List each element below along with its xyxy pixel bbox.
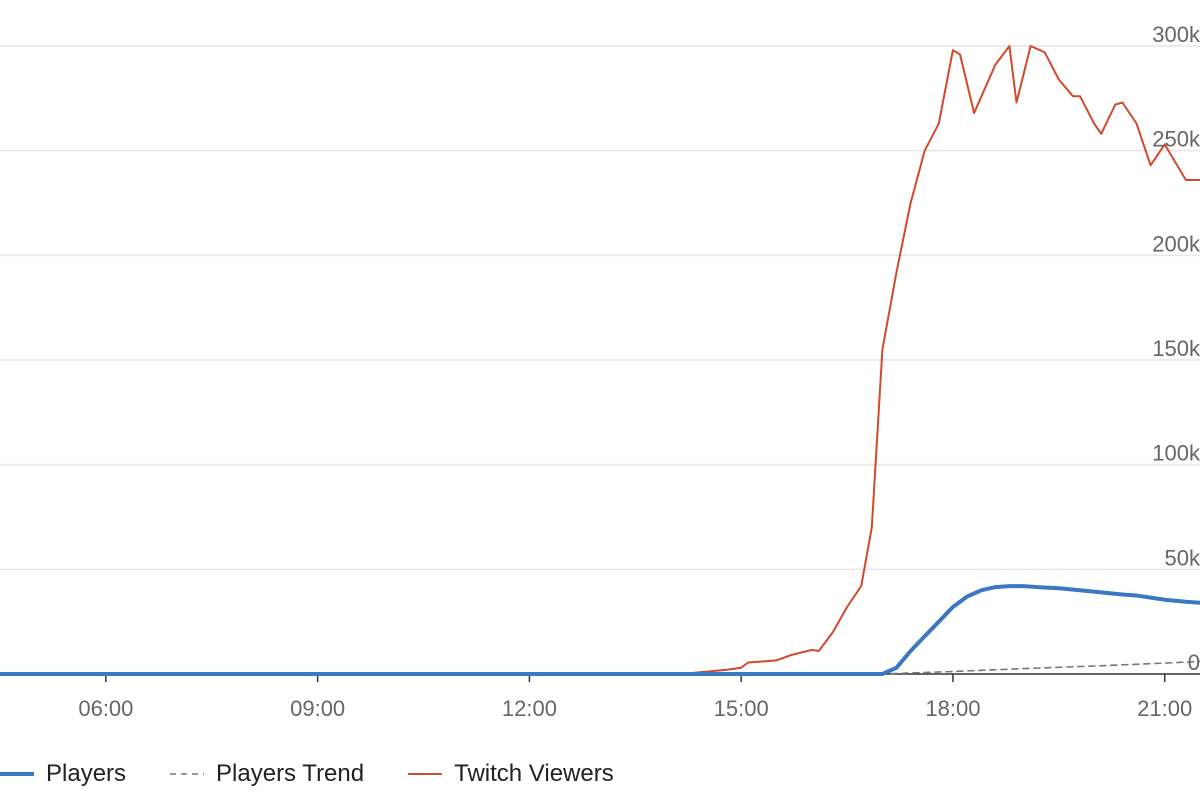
y-tick-label: 300k xyxy=(1152,22,1200,47)
y-tick-label: 50k xyxy=(1165,545,1200,570)
legend-label-players-trend: Players Trend xyxy=(216,760,365,787)
y-tick-label: 150k xyxy=(1152,336,1200,361)
legend: Players Players Trend Twitch Viewers xyxy=(0,752,658,796)
y-tick-label: 250k xyxy=(1152,127,1200,152)
y-tick-labels: 0 50k 100k 150k 200k 250k 300k xyxy=(1152,22,1200,675)
players-swatch-icon xyxy=(0,772,34,776)
players-trend-swatch-icon xyxy=(170,773,205,775)
x-tick-label: 15:00 xyxy=(714,696,769,721)
x-tick-label: 18:00 xyxy=(925,696,980,721)
x-tick-label: 06:00 xyxy=(78,696,133,721)
legend-label-players: Players xyxy=(46,760,127,787)
legend-item-players-trend[interactable]: Players Trend xyxy=(170,760,364,788)
legend-item-players[interactable]: Players xyxy=(0,760,126,788)
gridlines xyxy=(0,45,1200,571)
series-line-players[interactable] xyxy=(0,584,1200,676)
twitch-viewers-swatch-icon xyxy=(408,773,443,775)
series-line-twitch-viewers[interactable] xyxy=(0,45,1200,675)
y-tick-label: 200k xyxy=(1152,231,1200,256)
y-tick-label: 0 xyxy=(1188,650,1200,675)
series-layer xyxy=(0,45,1200,676)
legend-label-twitch-viewers: Twitch Viewers xyxy=(454,760,614,787)
legend-item-twitch-viewers[interactable]: Twitch Viewers xyxy=(408,760,614,788)
x-tick-label: 21:00 xyxy=(1137,696,1192,721)
x-tick-label: 09:00 xyxy=(290,696,345,721)
y-tick-label: 100k xyxy=(1152,441,1200,466)
x-tick-labels: 06:00 09:00 12:00 15:00 18:00 21:00 xyxy=(78,696,1192,721)
chart-svg: 0 50k 100k 150k 200k 250k 300k 06:00 09:00 12:00… xyxy=(0,22,1200,721)
x-tick-label: 12:00 xyxy=(502,696,557,721)
